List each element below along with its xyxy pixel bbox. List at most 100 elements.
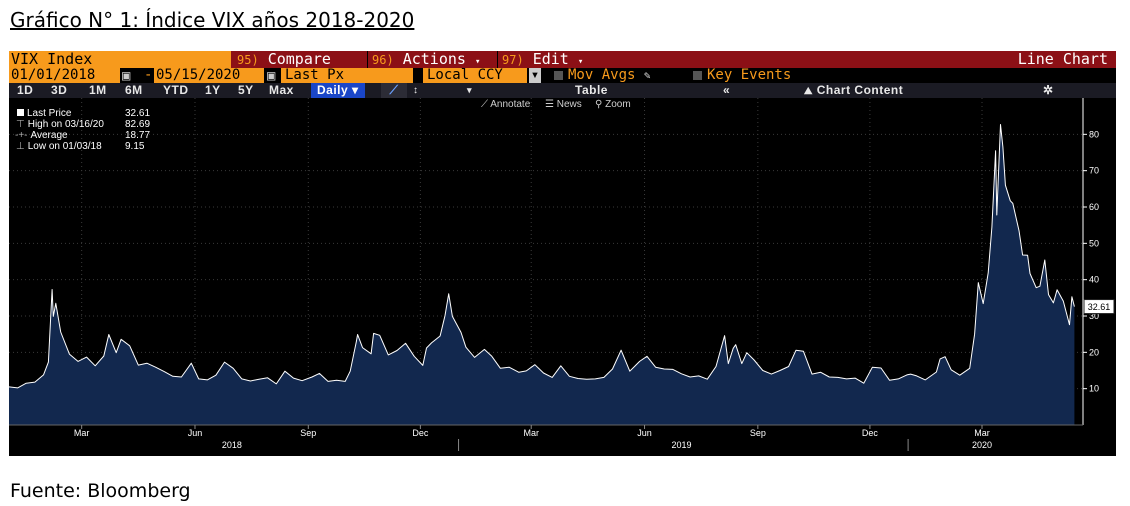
- chart-content-icon: ⛰: [804, 86, 813, 97]
- key-events-label: Key Events: [707, 67, 792, 83]
- y-tick-label: 80: [1089, 129, 1099, 139]
- date-range-dash: -: [144, 67, 153, 83]
- sort-icon[interactable]: ↕: [413, 85, 419, 96]
- period-max[interactable]: Max: [269, 83, 294, 97]
- pencil-icon[interactable]: ✎: [643, 69, 651, 82]
- checkbox-icon[interactable]: [554, 71, 563, 80]
- chart-content-button[interactable]: ⛰ Chart Content: [804, 83, 903, 98]
- line-style-icon[interactable]: ⟋: [381, 83, 407, 98]
- compare-label: Compare: [267, 51, 331, 68]
- legend-item: Last Price 32.61: [12, 108, 150, 119]
- compare-number: 95): [237, 53, 259, 67]
- x-tick-label: Dec: [412, 428, 429, 438]
- high-marker-icon: ⊤: [16, 119, 25, 130]
- mov-avgs-label: Mov Avgs: [568, 67, 636, 83]
- x-tick-label: Dec: [862, 428, 879, 438]
- table-button[interactable]: Table: [575, 83, 608, 97]
- news-icon: ☰: [545, 99, 554, 110]
- mov-avgs-toggle[interactable]: Mov Avgs ✎: [554, 68, 651, 83]
- annotate-icon: ⟋: [481, 99, 488, 110]
- actions-menu[interactable]: 96) Actions ▾: [367, 51, 495, 68]
- calendar-icon[interactable]: ▣: [267, 68, 276, 84]
- zoom-icon: ⚲: [595, 99, 603, 110]
- key-events-toggle[interactable]: Key Events: [693, 68, 791, 83]
- collapse-icon[interactable]: «: [723, 83, 731, 97]
- function-bar: VIX Index 95) Compare 96) Actions ▾ 97) …: [9, 51, 1116, 68]
- x-year-label: 2020: [972, 440, 992, 450]
- last-value-tag: [1083, 299, 1115, 315]
- chevron-down-icon: ▾: [474, 57, 481, 67]
- legend-value: 18.77: [125, 130, 151, 141]
- period-1d[interactable]: 1D: [17, 83, 34, 97]
- legend-item: -+- Average 18.77: [12, 130, 150, 141]
- last-value-label: 32.61: [1088, 302, 1111, 312]
- edit-menu[interactable]: 97) Edit ▾: [497, 51, 607, 68]
- calendar-icon[interactable]: ▣: [122, 68, 131, 84]
- period-6m[interactable]: 6M: [125, 83, 143, 97]
- zoom-button[interactable]: ⚲ Zoom: [595, 99, 631, 110]
- news-button[interactable]: ☰ News: [545, 99, 582, 110]
- x-year-label: 2019: [671, 440, 691, 450]
- legend-item: ⊤ High on 03/16/20 82.69: [12, 119, 150, 130]
- end-date-input[interactable]: 05/15/2020: [154, 68, 264, 83]
- period-ytd[interactable]: YTD: [163, 83, 189, 97]
- legend-label: Low on 01/03/18: [27, 141, 102, 152]
- series-line: [9, 124, 1075, 389]
- chevron-down-icon: ▾: [577, 57, 584, 67]
- settings-bar: 01/01/2018 ▣ - 05/15/2020 ▣ Last Px Loca…: [9, 67, 1116, 84]
- vix-chart: 10 20 30 40 50 60 70 80 32.61 Mar Jun Sep Dec Mar Jun S…: [9, 98, 1115, 451]
- period-1m[interactable]: 1M: [89, 83, 107, 97]
- zoom-label: Zoom: [605, 99, 631, 110]
- chevron-down-icon[interactable]: ▾: [529, 67, 541, 83]
- y-tick-label: 10: [1089, 384, 1099, 394]
- chevron-down-icon[interactable]: ▾: [467, 85, 473, 95]
- legend-swatch: [17, 109, 24, 116]
- chart-type-label: Line Chart: [1017, 51, 1108, 68]
- actions-number: 96): [372, 53, 394, 67]
- frequency-select[interactable]: Daily ▾: [311, 83, 365, 98]
- chart-legend: Last Price 32.61 ⊤ High on 03/16/20 82.69 -…: [12, 108, 150, 152]
- field-select[interactable]: Last Px: [281, 68, 413, 83]
- chart-content-label: Chart Content: [816, 83, 904, 97]
- gear-icon[interactable]: ✲: [1043, 83, 1054, 97]
- x-tick-label: Jun: [637, 428, 652, 438]
- actions-label: Actions: [402, 51, 466, 68]
- x-tick-label: Jun: [188, 428, 203, 438]
- x-tick-label: Mar: [523, 428, 539, 438]
- figure-caption: Gráfico N° 1: Índice VIX años 2018-2020: [10, 8, 415, 32]
- legend-label: Average: [30, 130, 68, 141]
- bloomberg-chart-panel: VIX Index 95) Compare 96) Actions ▾ 97) …: [9, 51, 1116, 456]
- annotate-button[interactable]: ⟋ Annotate: [481, 99, 530, 110]
- legend-label: High on 03/16/20: [27, 119, 104, 130]
- period-bar: 1D 3D 1M 6M YTD 1Y 5Y Max Daily ▾ ⟋ ↕ ▾ …: [9, 83, 1116, 98]
- y-tick-label: 40: [1089, 275, 1099, 285]
- source-note: Fuente: Bloomberg: [10, 480, 191, 502]
- period-5y[interactable]: 5Y: [238, 83, 254, 97]
- edit-label: Edit: [532, 51, 569, 68]
- x-tick-label: Mar: [974, 428, 990, 438]
- x-year-label: 2018: [222, 440, 242, 450]
- compare-menu[interactable]: 95) Compare: [233, 51, 365, 68]
- news-label: News: [556, 99, 582, 110]
- annotate-label: Annotate: [490, 99, 531, 110]
- legend-item: ⊥ Low on 01/03/18 9.15: [12, 141, 144, 152]
- checkbox-icon[interactable]: [693, 71, 702, 80]
- x-tick-label: Mar: [74, 428, 90, 438]
- average-marker-icon: -+-: [15, 130, 28, 141]
- legend-value: 32.61: [125, 108, 151, 119]
- ticker-field[interactable]: VIX Index: [9, 51, 231, 68]
- frequency-label: Daily: [317, 83, 349, 97]
- y-tick-label: 20: [1089, 347, 1099, 357]
- x-tick-label: Sep: [300, 428, 316, 438]
- low-marker-icon: ⊥: [16, 141, 25, 152]
- legend-label: Last Price: [27, 108, 72, 119]
- period-3d[interactable]: 3D: [51, 83, 68, 97]
- legend-value: 9.15: [125, 141, 145, 152]
- period-1y[interactable]: 1Y: [205, 83, 221, 97]
- currency-select[interactable]: Local CCY: [423, 68, 527, 83]
- y-tick-label: 50: [1089, 238, 1099, 248]
- y-tick-label: 60: [1089, 202, 1099, 212]
- start-date-input[interactable]: 01/01/2018: [9, 68, 120, 83]
- legend-value: 82.69: [125, 119, 151, 130]
- x-tick-label: Sep: [750, 428, 766, 438]
